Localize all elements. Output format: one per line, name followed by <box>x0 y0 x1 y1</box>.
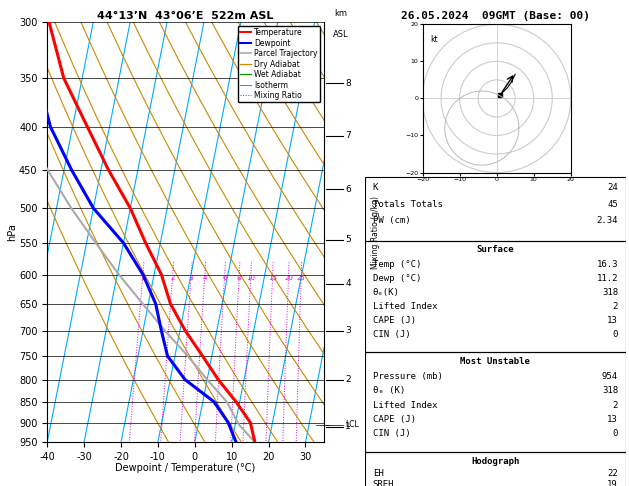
Text: 13: 13 <box>607 316 618 325</box>
Text: Temp (°C): Temp (°C) <box>372 260 421 269</box>
Text: 0: 0 <box>613 429 618 438</box>
Text: 1: 1 <box>140 275 145 281</box>
Text: 20: 20 <box>284 275 293 281</box>
Text: 8: 8 <box>237 275 242 281</box>
Text: Hodograph: Hodograph <box>471 457 520 466</box>
Y-axis label: hPa: hPa <box>8 223 18 241</box>
Text: 45: 45 <box>607 200 618 209</box>
Text: 22: 22 <box>607 469 618 478</box>
Text: PW (cm): PW (cm) <box>372 216 410 226</box>
Text: 0: 0 <box>613 330 618 339</box>
Bar <box>365 241 626 352</box>
Text: K: K <box>372 183 378 192</box>
Text: Most Unstable: Most Unstable <box>460 357 530 366</box>
Text: Pressure (mb): Pressure (mb) <box>372 372 443 381</box>
Text: 4: 4 <box>203 275 207 281</box>
Text: 2: 2 <box>345 375 351 384</box>
Bar <box>365 452 626 486</box>
Text: 11.2: 11.2 <box>596 274 618 283</box>
X-axis label: Dewpoint / Temperature (°C): Dewpoint / Temperature (°C) <box>116 463 255 473</box>
Bar <box>365 352 626 452</box>
Text: 6: 6 <box>223 275 227 281</box>
Text: 19: 19 <box>607 480 618 486</box>
Text: 954: 954 <box>602 372 618 381</box>
Text: Surface: Surface <box>477 245 514 255</box>
Text: θₑ (K): θₑ (K) <box>372 386 405 396</box>
Text: 2: 2 <box>613 400 618 410</box>
Text: LCL: LCL <box>345 420 359 429</box>
Text: 25: 25 <box>297 275 306 281</box>
Text: CAPE (J): CAPE (J) <box>372 415 416 424</box>
Text: 4: 4 <box>345 279 351 288</box>
Text: EH: EH <box>372 469 384 478</box>
Text: 5: 5 <box>345 235 351 244</box>
Text: 8: 8 <box>345 79 351 88</box>
Text: CIN (J): CIN (J) <box>372 429 410 438</box>
Text: Lifted Index: Lifted Index <box>372 400 437 410</box>
Text: Totals Totals: Totals Totals <box>372 200 443 209</box>
Text: 318: 318 <box>602 386 618 396</box>
Text: 16.3: 16.3 <box>596 260 618 269</box>
Text: 1: 1 <box>345 422 351 431</box>
Text: Lifted Index: Lifted Index <box>372 302 437 311</box>
Text: 2: 2 <box>170 275 175 281</box>
Text: 13: 13 <box>607 415 618 424</box>
Text: Dewp (°C): Dewp (°C) <box>372 274 421 283</box>
Title: 44°13’N  43°06’E  522m ASL: 44°13’N 43°06’E 522m ASL <box>97 11 274 21</box>
Text: km: km <box>335 9 348 17</box>
Text: 26.05.2024  09GMT (Base: 00): 26.05.2024 09GMT (Base: 00) <box>401 11 590 21</box>
Text: 2.34: 2.34 <box>596 216 618 226</box>
Text: ASL: ASL <box>333 30 349 39</box>
Text: 2: 2 <box>613 302 618 311</box>
Text: 24: 24 <box>607 183 618 192</box>
Text: 318: 318 <box>602 288 618 297</box>
Text: SREH: SREH <box>372 480 394 486</box>
Text: CIN (J): CIN (J) <box>372 330 410 339</box>
Text: 3: 3 <box>345 327 351 335</box>
Text: θₑ(K): θₑ(K) <box>372 288 399 297</box>
Text: Mixing Ratio (g/kg): Mixing Ratio (g/kg) <box>371 195 381 269</box>
Text: 10: 10 <box>247 275 255 281</box>
Text: 7: 7 <box>345 131 351 140</box>
Text: 3: 3 <box>189 275 193 281</box>
Text: CAPE (J): CAPE (J) <box>372 316 416 325</box>
Bar <box>365 177 626 241</box>
Text: 6: 6 <box>345 185 351 194</box>
Text: 15: 15 <box>268 275 277 281</box>
Legend: Temperature, Dewpoint, Parcel Trajectory, Dry Adiabat, Wet Adiabat, Isotherm, Mi: Temperature, Dewpoint, Parcel Trajectory… <box>238 26 320 103</box>
